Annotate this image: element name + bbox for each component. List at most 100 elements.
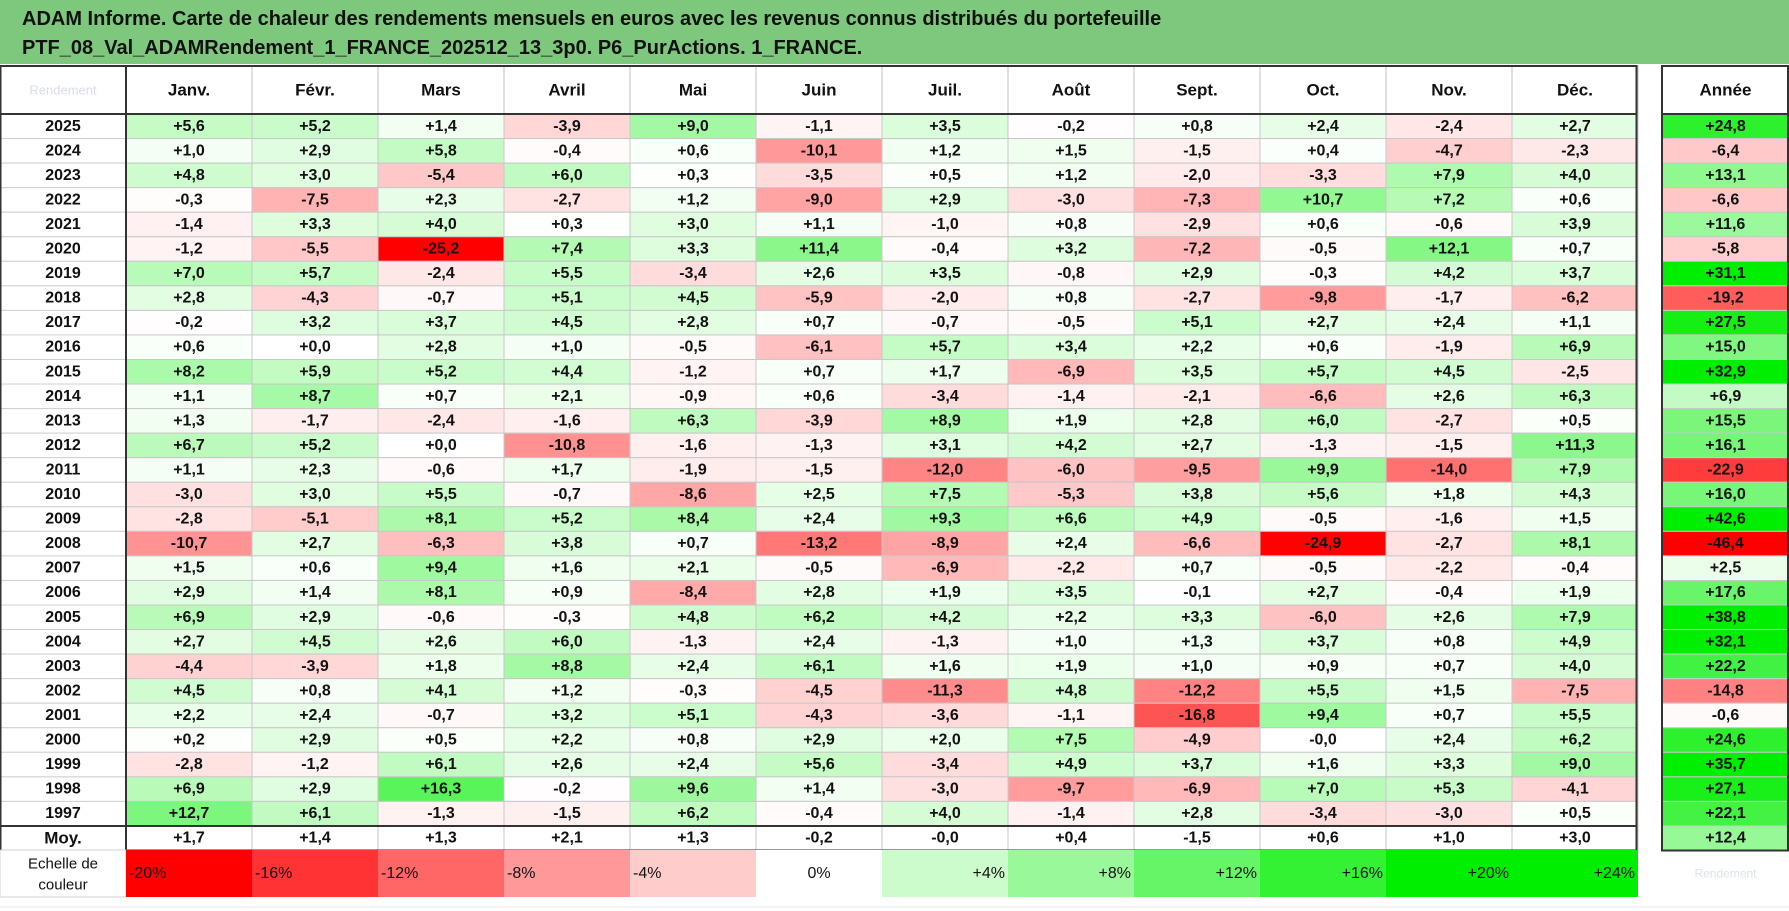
annual-cell [1661, 530, 1789, 557]
heat-cell-label: +2,4 [1433, 732, 1465, 749]
heat-cell [377, 285, 505, 311]
heat-cell-label: -0,2 [1057, 118, 1085, 135]
heat-cell-label: -0,4 [553, 142, 581, 159]
heat-cell-label: -3,9 [805, 412, 833, 429]
heat-cell [251, 359, 379, 385]
heat-cell-label: +2,5 [803, 486, 835, 503]
heat-cell-label: -14,0 [1431, 461, 1468, 478]
heat-cell-label: +2,9 [299, 142, 331, 159]
column-header: Févr. [295, 81, 335, 100]
corner-label: Rendement [29, 83, 97, 98]
heat-cell-label: -3,4 [931, 388, 959, 405]
heat-cell [1259, 432, 1387, 459]
year-label-cell [0, 383, 127, 410]
heat-cell-label: -5,1 [301, 511, 329, 528]
heat-cell-label: +12,7 [169, 805, 210, 822]
heat-cell-label: +4,5 [551, 314, 583, 331]
heat-cell-label: +0,3 [677, 167, 709, 184]
heat-cell-label: -10,7 [171, 535, 208, 552]
scale-swatch [1134, 850, 1260, 897]
heat-cell-label: +0,7 [803, 314, 835, 331]
heat-cell-label: +2,1 [677, 560, 709, 577]
heat-cell-label: +5,8 [425, 142, 457, 159]
heat-cell [1385, 138, 1513, 164]
average-cell [1133, 825, 1261, 852]
heat-cell [1259, 481, 1387, 508]
heat-cell-label: +0,5 [425, 732, 457, 749]
annual-cell [1661, 285, 1789, 311]
heat-cell-label: +9,9 [1307, 461, 1339, 478]
heat-cell-label: +8,2 [173, 363, 205, 380]
annual-cell-label: +2,5 [1710, 560, 1742, 577]
heat-cell [1385, 162, 1513, 189]
heat-cell-label: +2,6 [1433, 388, 1465, 405]
heat-cell-label: -3,0 [1435, 805, 1463, 822]
heat-cell [881, 530, 1009, 557]
heat-cell-label: -1,9 [1435, 339, 1463, 356]
heat-cell-label: +5,2 [425, 363, 457, 380]
heat-cell-label: +0,7 [1559, 241, 1591, 258]
average-annual-label: +12,4 [1705, 830, 1746, 847]
heat-cell [1511, 260, 1639, 287]
heat-cell-label: +6,3 [677, 412, 709, 429]
heat-cell-label: -1,5 [1435, 437, 1463, 454]
heat-cell [1007, 236, 1135, 262]
heat-cell [881, 113, 1009, 140]
heat-cell [1007, 702, 1135, 729]
average-cell-label: +1,3 [677, 830, 709, 847]
heat-cell-label: +1,7 [551, 461, 583, 478]
heat-cell-label: +5,1 [1181, 314, 1213, 331]
heat-cell [1007, 555, 1135, 581]
heat-cell [503, 383, 631, 410]
heat-cell [755, 432, 883, 459]
year-label: 2009 [45, 511, 81, 528]
heat-cell-label: +5,7 [1307, 363, 1339, 380]
heat-cell-label: +8,1 [1559, 535, 1591, 552]
heat-cell-label: -5,9 [805, 290, 833, 307]
heat-cell-label: -6,1 [805, 339, 833, 356]
heat-cell-label: +3,0 [299, 167, 331, 184]
heat-cell-label: +3,2 [551, 707, 583, 724]
heat-cell-label: +0,8 [1181, 118, 1213, 135]
scale-step-label: +20% [1468, 865, 1509, 882]
heat-cell [1511, 432, 1639, 459]
annual-cell-label: -46,4 [1707, 535, 1744, 552]
heat-cell [1511, 702, 1639, 729]
scale-swatch [1008, 850, 1134, 897]
heat-cell-label: +2,9 [299, 732, 331, 749]
heat-cell-label: +2,9 [803, 732, 835, 749]
heat-cell [251, 579, 379, 606]
column-header-cell [1007, 65, 1135, 115]
heat-cell [503, 162, 631, 189]
heat-cell-label: -1,7 [301, 412, 329, 429]
heat-cell-label: +4,2 [929, 609, 961, 626]
heat-cell [1259, 236, 1387, 262]
heat-cell-label: -1,2 [679, 363, 707, 380]
heat-cell-label: +3,2 [299, 314, 331, 331]
heat-cell [629, 751, 757, 778]
heat-cell [251, 162, 379, 189]
heat-cell-label: -7,3 [1183, 191, 1211, 208]
heat-cell-label: +9,4 [425, 560, 457, 577]
heat-cell-label: +1,4 [299, 584, 331, 601]
heat-cell-label: +2,3 [299, 461, 331, 478]
heat-cell-label: -0,6 [1435, 216, 1463, 233]
heat-cell-label: -0,1 [1183, 584, 1211, 601]
heat-cell [755, 776, 883, 802]
heat-cell-label: +1,3 [1181, 633, 1213, 650]
heat-cell-label: +3,0 [677, 216, 709, 233]
heat-cell [1259, 702, 1387, 729]
year-label-cell [0, 555, 127, 581]
column-header: Août [1052, 81, 1091, 100]
heat-cell-label: -8,9 [931, 535, 959, 552]
heat-cell [629, 359, 757, 385]
heat-cell-label: +2,6 [551, 756, 583, 773]
heat-cell-label: -1,0 [931, 216, 959, 233]
heat-cell-label: +2,4 [803, 633, 835, 650]
heat-cell [629, 113, 757, 140]
heat-cell [629, 678, 757, 704]
annual-cell [1661, 555, 1789, 581]
heat-cell-label: -3,0 [175, 486, 203, 503]
heat-cell-label: -0,2 [175, 314, 203, 331]
